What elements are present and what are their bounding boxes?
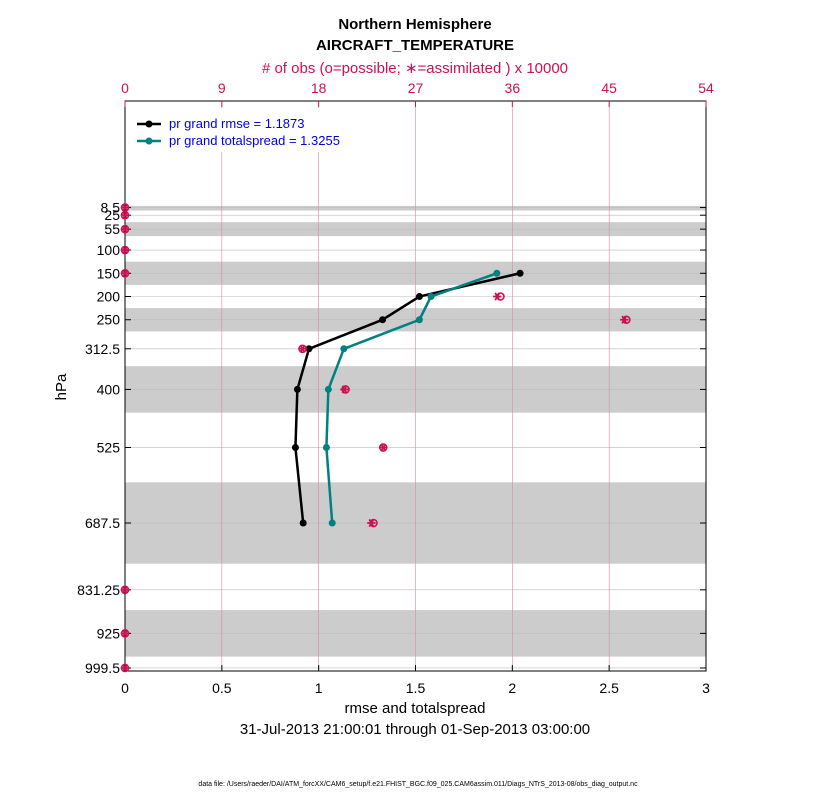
series-0-point-3 — [305, 345, 313, 353]
series-1-point-5 — [322, 444, 330, 452]
y-tick-label-10: 687.5 — [85, 515, 120, 531]
obs-assimilated-0 — [120, 203, 130, 212]
series-0-point-6 — [299, 519, 307, 527]
x-tick-label-3: 1.5 — [406, 680, 426, 696]
top-tick-label-6: 54 — [698, 80, 714, 96]
y-tick-label-8: 400 — [97, 381, 121, 397]
x-tick-label-1: 0.5 — [212, 680, 232, 696]
legend-marker-rmse — [145, 120, 153, 128]
legend-label-rmse: pr grand rmse = 1.1873 — [169, 116, 305, 131]
series-1-point-6 — [328, 519, 336, 527]
obs-assimilated-13 — [120, 663, 130, 673]
obs-assimilated-1 — [120, 211, 130, 220]
y-tick-label-3: 100 — [97, 242, 121, 258]
obs-assimilated-12 — [120, 629, 130, 638]
top-tick-label-1: 9 — [218, 80, 226, 96]
obs-assimilated-3 — [120, 245, 130, 255]
obs-assimilated-11 — [120, 585, 130, 594]
y-tick-label-5: 200 — [97, 289, 121, 305]
y-tick-label-4: 150 — [97, 265, 121, 281]
obs-assimilated-6 — [620, 315, 629, 324]
top-tick-label-3: 27 — [408, 80, 424, 96]
series-0-point-0 — [516, 269, 524, 277]
y-tick-label-7: 312.5 — [85, 341, 120, 357]
y-tick-label-2: 55 — [104, 221, 120, 237]
y-tick-label-9: 525 — [97, 440, 121, 456]
y-tick-label-11: 831.25 — [77, 582, 120, 598]
obs-assimilated-7 — [298, 344, 307, 353]
chart-title: Northern Hemisphere — [338, 16, 491, 33]
obs-assimilated-2 — [120, 225, 130, 234]
series-0-point-5 — [291, 444, 299, 452]
obs-assimilated-4 — [120, 269, 130, 278]
x-tick-label-5: 2.5 — [599, 680, 619, 696]
obs-markers — [120, 203, 631, 673]
y-tick-label-0: 8.5 — [101, 200, 121, 216]
y-tick-label-12: 925 — [97, 625, 121, 641]
obs-assimilated-8 — [340, 385, 349, 394]
legend-box — [131, 108, 376, 152]
series-1-point-2 — [415, 316, 423, 324]
legend-label-totalspread: pr grand totalspread = 1.3255 — [169, 133, 340, 148]
x-tick-label-2: 1 — [315, 680, 323, 696]
series-0-point-4 — [293, 385, 301, 393]
obs-assimilated-5 — [493, 292, 502, 301]
y-tick-label-1: 25 — [104, 207, 120, 223]
series-1-point-3 — [340, 345, 348, 353]
chart-subtitle: AIRCRAFT_TEMPERATURE — [316, 37, 514, 54]
top-tick-label-0: 0 — [121, 80, 129, 96]
series-lines — [291, 269, 524, 527]
x-tick-label-4: 2 — [508, 680, 516, 696]
top-tick-label-2: 18 — [311, 80, 327, 96]
top-tick-label-4: 36 — [505, 80, 521, 96]
legend: pr grand rmse = 1.1873 pr grand totalspr… — [131, 108, 376, 152]
legend-marker-totalspread — [145, 137, 153, 145]
series-1-point-4 — [324, 385, 332, 393]
y-tick-label-6: 250 — [97, 312, 121, 328]
footer-data-file: data file: /Users/raeder/DAI/ATM_forcXX/… — [198, 781, 638, 788]
top-axis-label: # of obs (o=possible; ∗=assimilated ) x … — [262, 60, 568, 77]
obs-assimilated-9 — [379, 443, 388, 452]
series-0-point-2 — [379, 316, 387, 324]
x-tick-label-6: 3 — [702, 680, 710, 696]
obs-assimilated-10 — [367, 518, 376, 528]
top-tick-label-5: 45 — [601, 80, 617, 96]
series-0-point-1 — [415, 293, 423, 301]
x-axis-label: rmse and totalspread — [345, 700, 486, 717]
x-tick-label-0: 0 — [121, 680, 129, 696]
y-tick-label-13: 999.5 — [85, 660, 120, 676]
y-axis-label: hPa — [53, 373, 70, 400]
date-range: 31-Jul-2013 21:00:01 through 01-Sep-2013… — [240, 721, 590, 738]
series-1-point-0 — [493, 269, 501, 277]
series-1-point-1 — [427, 293, 435, 301]
